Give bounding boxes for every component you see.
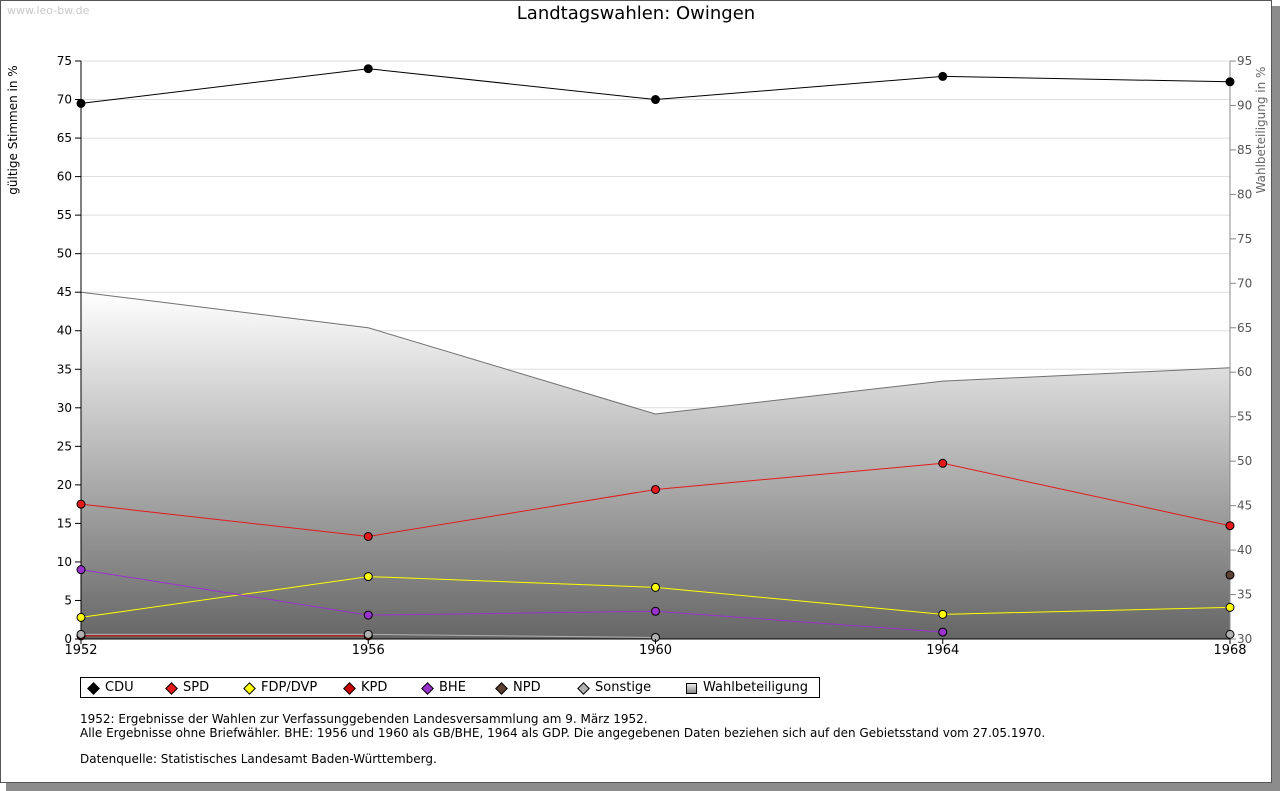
watermark: www.leo-bw.de xyxy=(7,4,90,17)
y-tick-label-left: 75 xyxy=(57,54,72,68)
legend-diamond-icon xyxy=(495,682,508,695)
legend-label: SPD xyxy=(183,680,210,695)
legend-item-fdp-dvp: FDP/DVP xyxy=(243,680,317,695)
footnote-briefwaehler: Alle Ergebnisse ohne Briefwähler. BHE: 1… xyxy=(80,725,1046,740)
data-point-fdp-dvp xyxy=(363,572,373,582)
legend-item-cdu: CDU xyxy=(87,680,134,695)
frame-shadow-right xyxy=(1272,6,1280,791)
y-tick-label-right: 60 xyxy=(1237,365,1252,379)
y-tick-label-right: 65 xyxy=(1237,321,1252,335)
legend-item-bhe: BHE xyxy=(421,680,466,695)
legend-item-sonstige: Sonstige xyxy=(577,680,651,695)
legend-label: Sonstige xyxy=(595,680,652,695)
data-point-cdu xyxy=(938,71,948,81)
x-tick-label: 1952 xyxy=(64,643,97,658)
y-tick-label-right: 50 xyxy=(1237,454,1252,468)
data-point-bhe xyxy=(363,610,373,620)
legend-diamond-icon xyxy=(243,682,256,695)
y-tick-label-left: 0 xyxy=(64,632,72,646)
legend-label: Wahlbeteiligung xyxy=(703,680,809,695)
y-tick-label-left: 60 xyxy=(57,170,72,184)
legend-label: FDP/DVP xyxy=(261,680,318,695)
data-point-npd xyxy=(1225,570,1235,580)
legend-label: BHE xyxy=(439,680,466,695)
series-line-bhe xyxy=(80,569,943,633)
y-tick-label-left: 65 xyxy=(57,131,72,145)
chart-title: Landtagswahlen: Owingen xyxy=(516,3,756,24)
data-point-sonstige xyxy=(1225,629,1235,639)
y-tick-label-right: 80 xyxy=(1237,187,1252,201)
y-tick-label-right: 45 xyxy=(1237,499,1252,513)
y-tick-label-left: 35 xyxy=(57,362,72,376)
y-tick-label-right: 95 xyxy=(1237,54,1252,68)
y-tick-label-left: 50 xyxy=(57,247,72,261)
legend-item-wahlbeteiligung: Wahlbeteiligung xyxy=(685,680,808,695)
x-tick-label: 1960 xyxy=(639,643,672,658)
legend-item-kpd: KPD xyxy=(343,680,387,695)
legend: CDU SPD FDP/DVP KPD BHE NPD Sonstige Wahlbeteil… xyxy=(80,677,820,698)
y-tick-label-left: 45 xyxy=(57,285,72,299)
data-point-sonstige xyxy=(363,629,373,639)
legend-diamond-icon xyxy=(343,682,356,695)
y-tick-label-right: 90 xyxy=(1237,98,1252,112)
data-point-sonstige xyxy=(76,629,86,639)
y-tick-label-right: 55 xyxy=(1237,410,1252,424)
data-point-bhe xyxy=(76,565,86,575)
y-tick-label-left: 55 xyxy=(57,208,72,222)
legend-label: NPD xyxy=(513,680,541,695)
data-point-fdp-dvp xyxy=(651,582,660,592)
footnotes: 1952: Ergebnisse der Wahlen zur Verfassu… xyxy=(80,712,1046,740)
legend-diamond-icon xyxy=(87,682,100,695)
legend-label: CDU xyxy=(105,680,134,695)
x-tick-label: 1956 xyxy=(352,643,385,658)
legend-item-npd: NPD xyxy=(495,680,541,695)
data-point-fdp-dvp xyxy=(938,609,948,619)
data-point-fdp-dvp xyxy=(76,612,86,622)
y-tick-label-left: 15 xyxy=(57,516,72,530)
data-point-cdu xyxy=(76,98,86,108)
data-point-spd xyxy=(363,532,373,542)
y-tick-label-left: 40 xyxy=(57,324,72,338)
data-point-cdu xyxy=(1225,77,1235,87)
y-tick-label-right: 40 xyxy=(1237,543,1252,557)
y-tick-label-left: 25 xyxy=(57,439,72,453)
y-tick-label-right: 30 xyxy=(1237,632,1252,646)
y-tick-label-right: 35 xyxy=(1237,588,1252,602)
y-tick-label-left: 10 xyxy=(57,555,72,569)
data-point-spd xyxy=(938,458,948,468)
data-point-cdu xyxy=(651,95,660,105)
y-tick-label-left: 5 xyxy=(64,593,72,607)
legend-diamond-icon xyxy=(577,682,590,695)
y-tick-label-right: 70 xyxy=(1237,276,1252,290)
y-tick-label-right: 85 xyxy=(1237,143,1252,157)
x-tick-label: 1968 xyxy=(1213,643,1246,658)
data-point-bhe xyxy=(938,627,948,637)
y-tick-label-left: 20 xyxy=(57,478,72,492)
legend-diamond-icon xyxy=(421,682,434,695)
data-point-bhe xyxy=(651,606,660,616)
footnote-1952: 1952: Ergebnisse der Wahlen zur Verfassu… xyxy=(80,712,648,726)
data-point-spd xyxy=(76,499,86,509)
series-line-wahlbeteiligung xyxy=(80,291,1231,415)
data-point-spd xyxy=(1225,521,1235,531)
y-tick-label-left: 30 xyxy=(57,401,72,415)
y-tick-label-right: 75 xyxy=(1237,232,1252,246)
y-tick-label-left: 70 xyxy=(57,93,72,107)
legend-item-spd: SPD xyxy=(165,680,209,695)
legend-label: KPD xyxy=(361,680,388,695)
x-tick-label: 1964 xyxy=(926,643,959,658)
data-point-spd xyxy=(651,484,660,494)
plot-area: 0 5 10 15 20 25 30 35 40 45 50 55 60 65 70 75 30 35 40 45 50… xyxy=(57,54,1253,658)
frame-shadow-bottom xyxy=(6,783,1280,791)
series-area-wahlbeteiligung xyxy=(81,292,1230,639)
legend-square-icon xyxy=(686,683,697,694)
data-source: Datenquelle: Statistisches Landesamt Bad… xyxy=(80,752,437,766)
data-point-cdu xyxy=(363,64,373,74)
data-point-fdp-dvp xyxy=(1225,602,1235,612)
legend-diamond-icon xyxy=(165,682,178,695)
